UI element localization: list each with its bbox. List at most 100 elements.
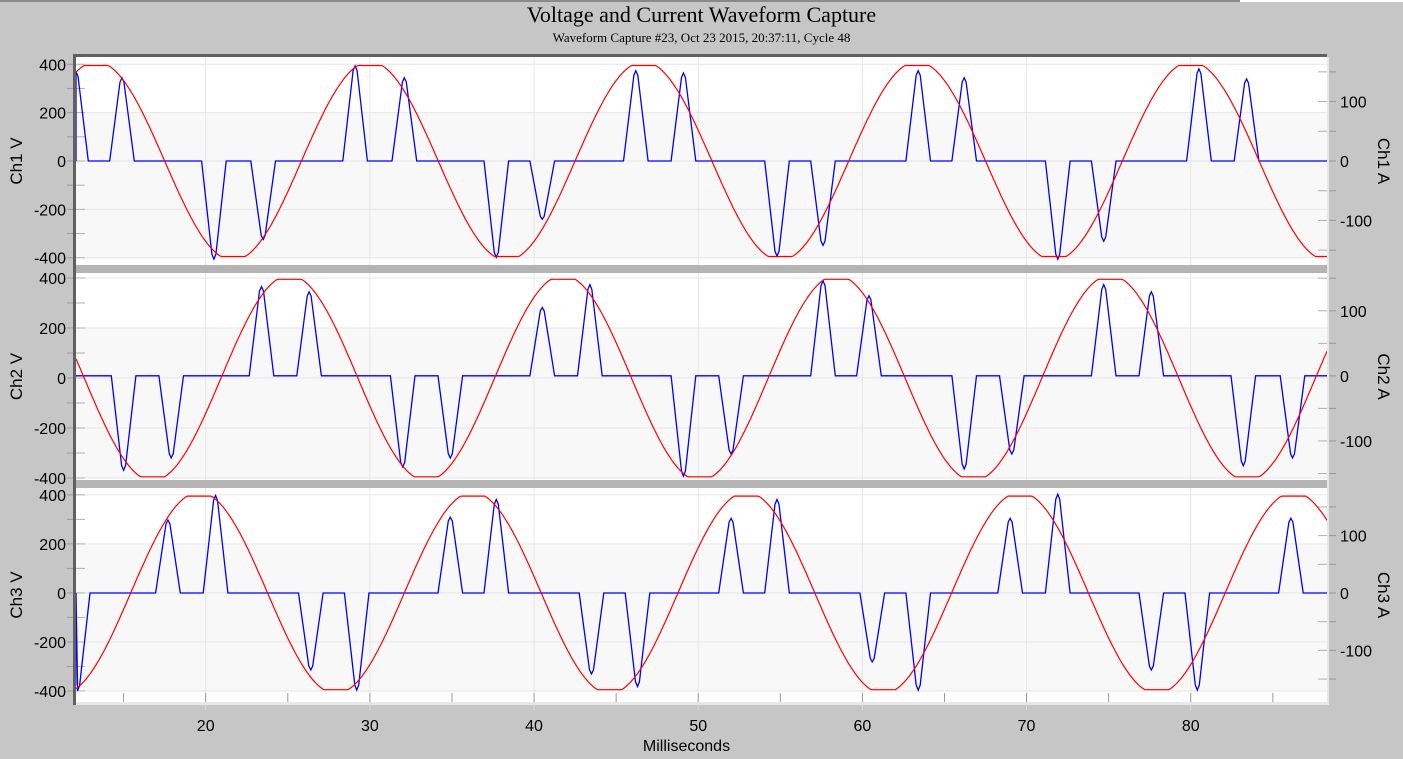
current-pulse-peak <box>495 498 497 501</box>
current-pulse-peak <box>123 469 125 471</box>
current-pulse-peak <box>590 673 593 675</box>
left-tick-label: 400 <box>39 271 66 288</box>
panel-3: 400 200 0 -200 -400 100 0 -100 Ch3 V Ch3 A <box>7 488 1393 702</box>
voltage-series-line <box>76 64 1327 258</box>
left-border <box>73 55 76 705</box>
x-tick-label: 30 <box>361 718 379 735</box>
current-series-line <box>76 64 1327 261</box>
panel-separator <box>76 265 1327 273</box>
current-pulse-peak <box>589 284 591 286</box>
x-tick-label: 50 <box>689 718 707 735</box>
current-pulse-peak <box>871 661 873 663</box>
left-tick-label: -200 <box>34 635 66 652</box>
left-tick-label: 0 <box>57 154 66 171</box>
current-series-line <box>76 279 1327 478</box>
left-axis-label: Ch2 V <box>7 352 26 400</box>
window-top-border-light <box>1240 0 1403 2</box>
current-pulse-peak <box>403 77 405 79</box>
current-pulse-peak <box>541 218 543 220</box>
x-tick-label: 20 <box>197 718 215 735</box>
right-tick-label: 100 <box>1340 95 1367 112</box>
current-pulse-peak <box>262 238 264 241</box>
right-axis-label: Ch3 A <box>1374 572 1393 619</box>
right-axis-label: Ch1 A <box>1374 138 1393 185</box>
current-pulse-peak <box>776 498 778 501</box>
right-border <box>1327 57 1329 705</box>
panel-1: 400 200 0 -200 -400 100 0 -100 Ch1 V Ch1 A <box>7 57 1393 268</box>
current-pulse-peak <box>730 517 732 520</box>
bottom-border <box>76 702 1329 705</box>
x-tick-label: 60 <box>853 718 871 735</box>
left-axis-label: Ch3 V <box>7 571 26 619</box>
right-tick-label: 0 <box>1340 369 1349 386</box>
current-pulse-peak <box>1242 465 1244 467</box>
right-axis-label: Ch2 A <box>1374 353 1393 400</box>
current-pulse-peak <box>1198 68 1200 70</box>
top-border <box>73 54 1327 57</box>
current-pulse-peak <box>213 258 215 260</box>
x-tick-label: 80 <box>1182 718 1200 735</box>
current-pulse-peak <box>682 475 685 477</box>
right-tick-label: 100 <box>1340 529 1367 546</box>
left-tick-label: 400 <box>39 57 66 74</box>
current-pulse-peak <box>260 286 263 288</box>
left-tick-label: -200 <box>34 421 66 438</box>
current-pulse-peak <box>1245 78 1248 80</box>
current-pulse-peak <box>449 516 451 518</box>
current-pulse-peak <box>1009 517 1011 520</box>
current-pulse-peak <box>1291 457 1294 459</box>
voltage-series-line <box>76 278 1327 478</box>
current-pulse-peak <box>1011 453 1013 455</box>
current-pulse-peak <box>635 70 637 72</box>
current-pulse-peak <box>1103 240 1105 242</box>
x-tick-label: 70 <box>1018 718 1036 735</box>
current-pulse-peak <box>77 689 79 692</box>
right-tick-label: 0 <box>1340 154 1349 171</box>
right-tick-label: -100 <box>1340 213 1372 230</box>
current-pulse-peak <box>1057 493 1059 495</box>
current-pulse-peak <box>1150 291 1152 293</box>
panel-2: 400 200 0 -200 -400 100 0 -100 Ch2 V Ch2 A <box>7 271 1393 488</box>
current-pulse-peak <box>167 519 169 521</box>
left-tick-label: 200 <box>39 537 66 554</box>
left-tick-label: 200 <box>39 321 66 338</box>
left-tick-label: -400 <box>34 251 66 268</box>
x-tick-label: 40 <box>525 718 543 735</box>
current-pulse-peak <box>449 457 451 459</box>
current-pulse-peak <box>214 494 217 497</box>
right-tick-label: 100 <box>1340 304 1367 321</box>
current-pulse-peak <box>1150 669 1152 671</box>
current-pulse-peak <box>310 669 312 671</box>
current-pulse-peak <box>963 77 965 79</box>
current-pulse-peak <box>354 65 356 67</box>
right-tick-label: -100 <box>1340 643 1372 660</box>
left-tick-label: -400 <box>34 684 66 701</box>
current-pulse-peak <box>1057 258 1059 260</box>
x-axis-label: Milliseconds <box>643 738 730 755</box>
current-pulse-peak <box>917 689 919 691</box>
current-pulse-peak <box>308 291 310 293</box>
plot-band <box>76 543 1327 691</box>
left-tick-label: 400 <box>39 488 66 505</box>
left-axis-label: Ch1 V <box>7 137 26 185</box>
current-pulse-peak <box>822 244 824 246</box>
left-tick-label: 200 <box>39 106 66 123</box>
plot-band <box>76 328 1327 478</box>
current-pulse-peak <box>917 70 919 72</box>
current-pulse-peak <box>636 685 639 688</box>
current-pulse-peak <box>868 295 870 297</box>
current-pulse-peak <box>541 306 543 309</box>
left-tick-label: 0 <box>57 586 66 603</box>
left-tick-label: -200 <box>34 202 66 219</box>
left-tick-label: -400 <box>34 471 66 488</box>
right-tick-label: 0 <box>1340 586 1349 603</box>
current-pulse-peak <box>170 457 172 459</box>
current-pulse-peak <box>1290 517 1292 520</box>
panel-separator <box>76 480 1327 488</box>
current-pulse-peak <box>356 689 358 691</box>
right-tick-label: -100 <box>1340 434 1372 451</box>
current-series-line <box>76 492 1327 692</box>
current-pulse-peak <box>1103 284 1105 286</box>
chart-subtitle: Waveform Capture #23, Oct 23 2015, 20:37… <box>552 30 851 45</box>
